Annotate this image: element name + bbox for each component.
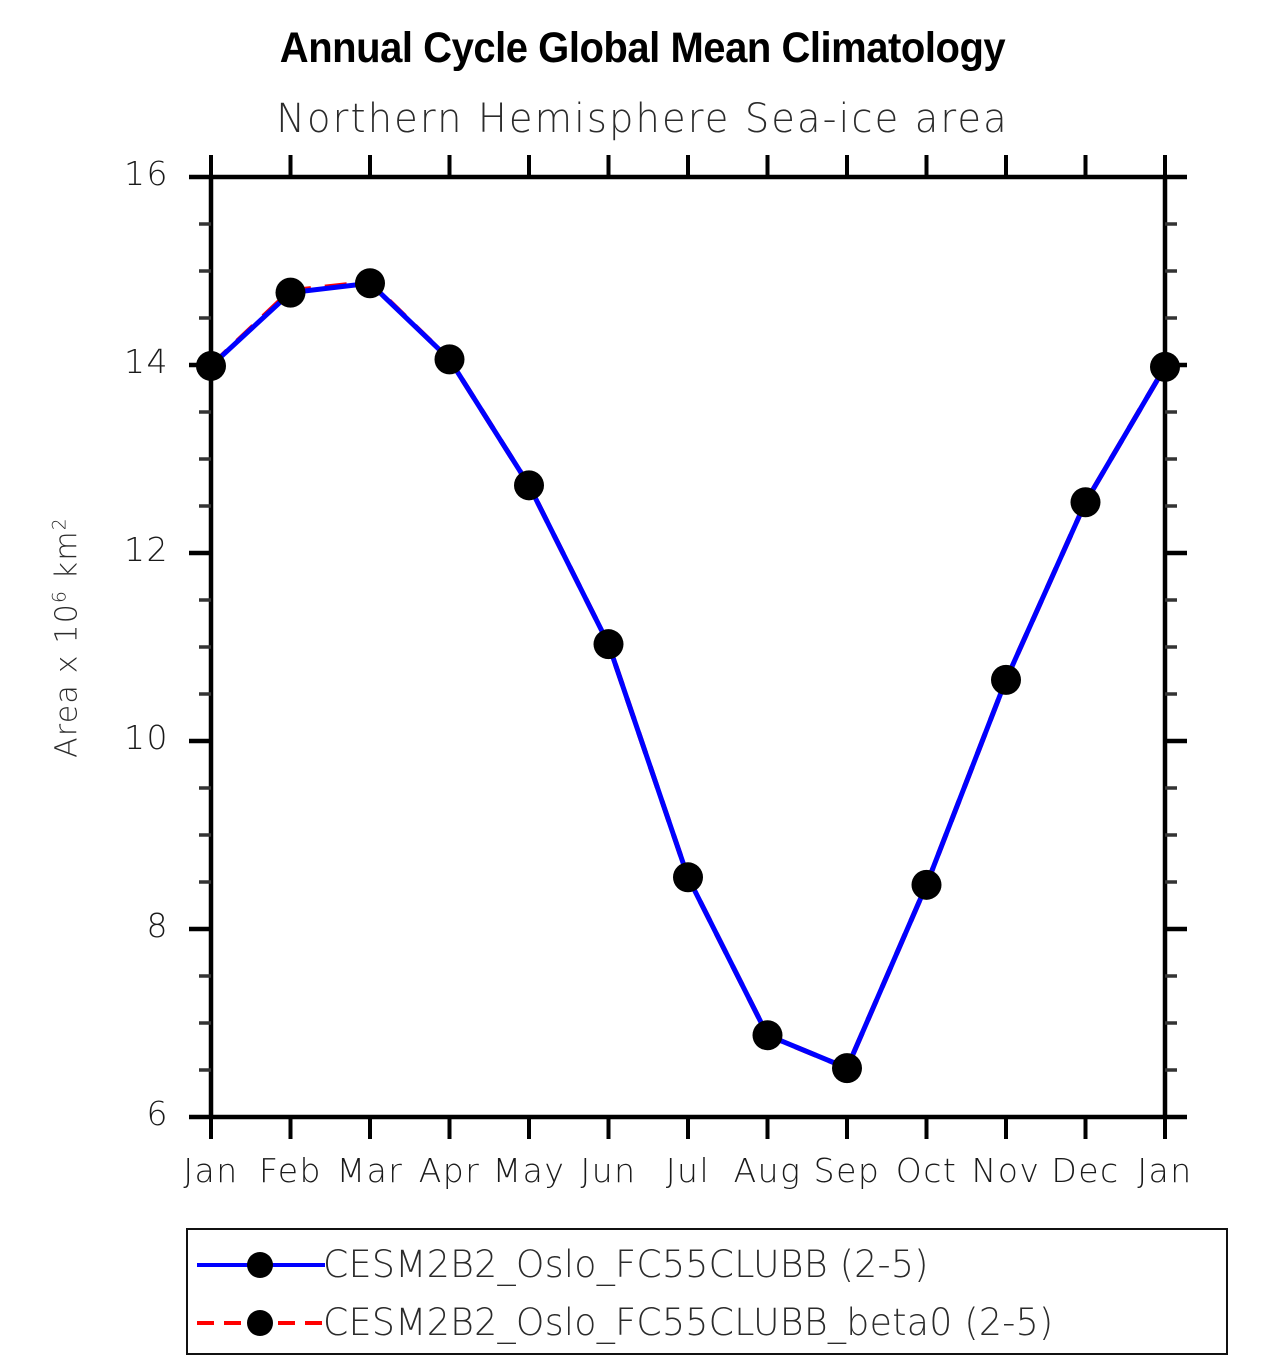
- x-tick-label: Feb: [259, 1151, 322, 1190]
- legend-swatch-1: [197, 1302, 325, 1342]
- y-tick-label: 16: [124, 154, 169, 193]
- legend: CESM2B2_Oslo_FC55CLUBB (2-5) CESM2B2_Osl…: [186, 1228, 1228, 1355]
- axis-ticks: [189, 155, 1187, 1139]
- y-tick-label: 14: [124, 342, 169, 381]
- chart-title: Annual Cycle Global Mean Climatology: [279, 24, 1006, 72]
- x-tick-label: Jan: [1137, 1151, 1193, 1190]
- data-series-layer: [196, 268, 1180, 1084]
- legend-label-0: CESM2B2_Oslo_FC55CLUBB (2-5): [323, 1242, 929, 1286]
- legend-marker-circle-icon: [247, 1252, 273, 1278]
- y-tick-label: 6: [146, 1094, 169, 1133]
- y-tick-label: 12: [124, 530, 169, 569]
- y-tick-label: 10: [124, 718, 169, 757]
- x-tick-label: Dec: [1051, 1151, 1120, 1190]
- x-tick-label: May: [492, 1151, 566, 1190]
- x-tick-label: Aug: [733, 1151, 802, 1190]
- x-tick-label: Nov: [971, 1151, 1041, 1190]
- x-tick-label: Sep: [813, 1151, 881, 1190]
- chart-subtitle: Northern Hemisphere Sea-ice area: [276, 96, 1009, 142]
- legend-swatch-0: [197, 1244, 325, 1284]
- legend-item-0[interactable]: CESM2B2_Oslo_FC55CLUBB (2-5): [188, 1235, 1226, 1293]
- x-tick-label: Apr: [418, 1151, 481, 1190]
- legend-item-1[interactable]: CESM2B2_Oslo_FC55CLUBB_beta0 (2-5): [188, 1293, 1226, 1351]
- x-tick-label: Jul: [665, 1151, 711, 1190]
- legend-marker-circle-icon: [247, 1310, 273, 1336]
- x-tick-label: Jan: [183, 1151, 239, 1190]
- y-tick-label: 8: [146, 906, 169, 945]
- x-tick-label: Mar: [336, 1151, 404, 1190]
- x-tick-label: Jun: [580, 1151, 637, 1190]
- legend-label-1: CESM2B2_Oslo_FC55CLUBB_beta0 (2-5): [323, 1300, 1054, 1344]
- x-tick-label: Oct: [895, 1151, 958, 1190]
